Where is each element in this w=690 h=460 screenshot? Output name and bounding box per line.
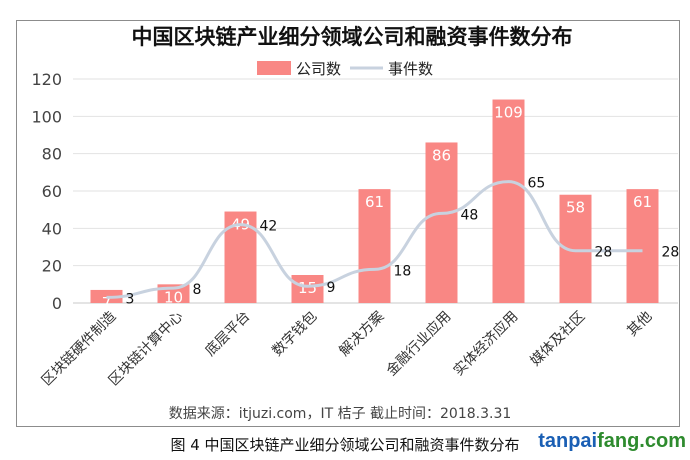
bar-value-label: 86 <box>432 146 451 164</box>
bar-value-label: 61 <box>365 193 384 211</box>
line-value-label: 65 <box>528 176 546 192</box>
series-line <box>106 180 643 299</box>
bar-value-label: 61 <box>633 193 652 211</box>
x-tick-label: 底层平台 <box>202 309 253 360</box>
legend-label-bar: 公司数 <box>296 60 341 78</box>
x-tick-label: 金融行业应用 <box>383 308 454 379</box>
y-tick-label: 0 <box>52 294 62 313</box>
x-tick-label: 数字钱包 <box>269 309 320 360</box>
bar <box>492 99 525 304</box>
figure-caption: 图 4 中国区块链产业细分领域公司和融资事件数分布 <box>170 436 520 454</box>
y-tick-label: 40 <box>42 219 62 238</box>
x-tick-label: 解决方案 <box>336 308 388 360</box>
bar-value-label: 15 <box>298 279 317 297</box>
line-value-label: 42 <box>260 219 278 235</box>
line-value-label: 28 <box>595 245 613 261</box>
line-value-label: 8 <box>193 282 202 298</box>
bar <box>358 189 391 303</box>
bar <box>626 189 659 303</box>
x-tick-label: 媒体及社区 <box>528 309 589 370</box>
chart-frame <box>16 20 680 427</box>
line-value-label: 3 <box>126 291 135 307</box>
brand-prefix: tanpai <box>538 430 598 452</box>
y-tick-label: 20 <box>42 257 62 276</box>
brand-suffix: fang.com <box>597 430 686 452</box>
bar-value-label: 10 <box>164 288 183 306</box>
y-tick-label: 120 <box>31 70 62 89</box>
y-tick-label: 80 <box>42 145 62 164</box>
line-value-label: 48 <box>461 207 479 223</box>
bar <box>291 275 324 303</box>
bar <box>425 142 458 303</box>
legend-label-line: 事件数 <box>388 60 433 78</box>
line-value-label: 18 <box>394 263 412 279</box>
x-tick-label: 其他 <box>624 309 655 340</box>
x-tick-label: 实体经济应用 <box>450 308 521 379</box>
bar-value-label: 58 <box>566 199 585 217</box>
source-note: 数据来源：itjuzi.com，IT 桔子 截止时间：2018.3.31 <box>169 406 512 422</box>
y-tick-label: 100 <box>31 107 62 126</box>
brand-watermark: tanpaifang.com <box>538 430 686 453</box>
legend-swatch-bar <box>257 61 291 75</box>
line-value-label: 9 <box>327 280 336 296</box>
bar-value-label: 109 <box>494 104 523 122</box>
chart-title: 中国区块链产业细分领域公司和融资事件数分布 <box>132 25 573 49</box>
y-tick-label: 60 <box>42 182 62 201</box>
bar-value-label: 7 <box>102 294 112 312</box>
line-value-label: 28 <box>662 245 680 261</box>
